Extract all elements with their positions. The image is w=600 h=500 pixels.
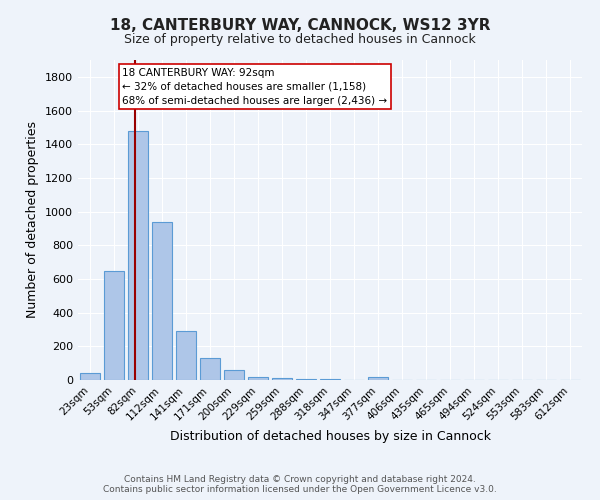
X-axis label: Distribution of detached houses by size in Cannock: Distribution of detached houses by size … [170,430,491,443]
Bar [368,378,388,380]
Text: 18, CANTERBURY WAY, CANNOCK, WS12 3YR: 18, CANTERBURY WAY, CANNOCK, WS12 3YR [110,18,490,32]
Bar [128,130,148,380]
Text: 18 CANTERBURY WAY: 92sqm
← 32% of detached houses are smaller (1,158)
68% of sem: 18 CANTERBURY WAY: 92sqm ← 32% of detach… [122,68,388,106]
Bar [296,379,316,380]
Text: Contains HM Land Registry data © Crown copyright and database right 2024.
Contai: Contains HM Land Registry data © Crown c… [103,474,497,494]
Bar [152,222,172,380]
Bar [200,358,220,380]
Bar [248,376,268,380]
Text: Size of property relative to detached houses in Cannock: Size of property relative to detached ho… [124,32,476,46]
Bar [272,378,292,380]
Bar [104,270,124,380]
Bar [224,370,244,380]
Bar [176,331,196,380]
Y-axis label: Number of detached properties: Number of detached properties [26,122,40,318]
Bar [80,374,100,380]
